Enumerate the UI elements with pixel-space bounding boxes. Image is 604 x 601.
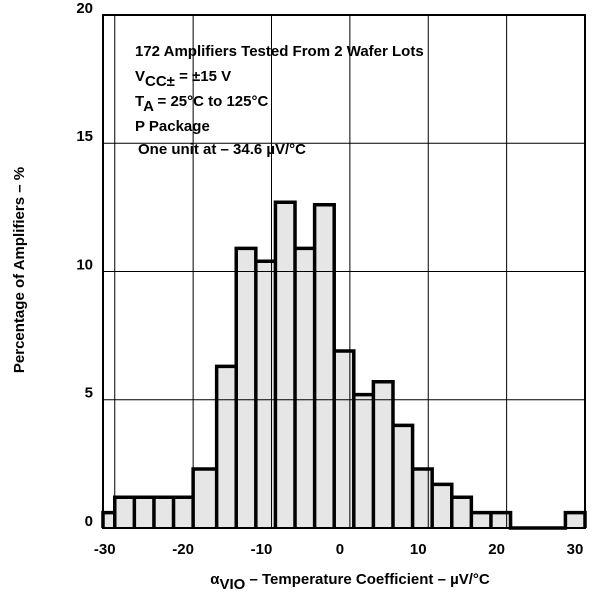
bar: [275, 202, 296, 528]
annotation: One unit at – 34.6 µV/°C: [138, 141, 306, 158]
x-tick-label: -20: [172, 541, 194, 558]
annotation-part: V: [135, 68, 145, 85]
bar: [334, 351, 354, 528]
bar: [216, 366, 237, 528]
bar: [193, 469, 217, 528]
plot-frame: [102, 14, 586, 529]
bar: [255, 261, 276, 528]
bar: [314, 204, 335, 528]
annotation-part: 172 Amplifiers Tested From 2 Wafer Lots: [135, 43, 424, 60]
bar: [412, 469, 433, 528]
x-tick-label: 30: [567, 541, 584, 558]
y-tick-label: 10: [76, 256, 93, 273]
bar: [565, 512, 585, 528]
bar: [134, 497, 154, 528]
annotation-part: = ±15 V: [175, 68, 231, 85]
bar: [451, 497, 472, 528]
y-tick-label: 15: [76, 128, 93, 145]
annotation: VCC± = ±15 V: [135, 68, 231, 90]
annotation: P Package: [135, 118, 210, 135]
x-axis-label-part: – Temperature Coefficient – µV/°C: [245, 571, 490, 588]
annotation-part: P Package: [135, 118, 210, 135]
y-tick-label: 0: [85, 513, 93, 530]
x-tick-label: -30: [94, 541, 116, 558]
bar: [392, 425, 413, 528]
annotation: 172 Amplifiers Tested From 2 Wafer Lots: [135, 43, 424, 60]
x-tick-label: 0: [336, 541, 344, 558]
bar: [432, 484, 452, 528]
annotation-subscript: A: [143, 98, 154, 115]
x-axis-label-subscript: VIO: [219, 576, 245, 593]
y-tick-label: 20: [76, 0, 93, 17]
bar: [373, 381, 393, 528]
bar: [114, 497, 135, 528]
x-tick-label: 10: [410, 541, 427, 558]
bar: [295, 248, 315, 529]
bar: [153, 497, 174, 528]
annotation-part: One unit at – 34.6 µV/°C: [138, 141, 306, 158]
bar: [471, 512, 491, 528]
annotation-part: = 25°C to 125°C: [153, 93, 268, 110]
y-axis-label: Percentage of Amplifiers – %: [11, 167, 28, 373]
y-tick-label: 5: [85, 385, 93, 402]
x-tick-label: -10: [251, 541, 273, 558]
histogram-outline: [101, 200, 587, 530]
bar: [353, 394, 374, 528]
x-axis-label: αVIO – Temperature Coefficient – µV/°C: [210, 571, 490, 593]
x-axis-label-part: α: [210, 571, 220, 588]
annotation: TA = 25°C to 125°C: [135, 93, 268, 115]
annotation-part: T: [135, 93, 144, 110]
bar: [490, 512, 511, 528]
annotation-subscript: CC±: [145, 73, 175, 90]
bar: [103, 512, 115, 528]
bar: [236, 248, 256, 529]
x-tick-label: 20: [488, 541, 505, 558]
bar: [173, 497, 194, 528]
